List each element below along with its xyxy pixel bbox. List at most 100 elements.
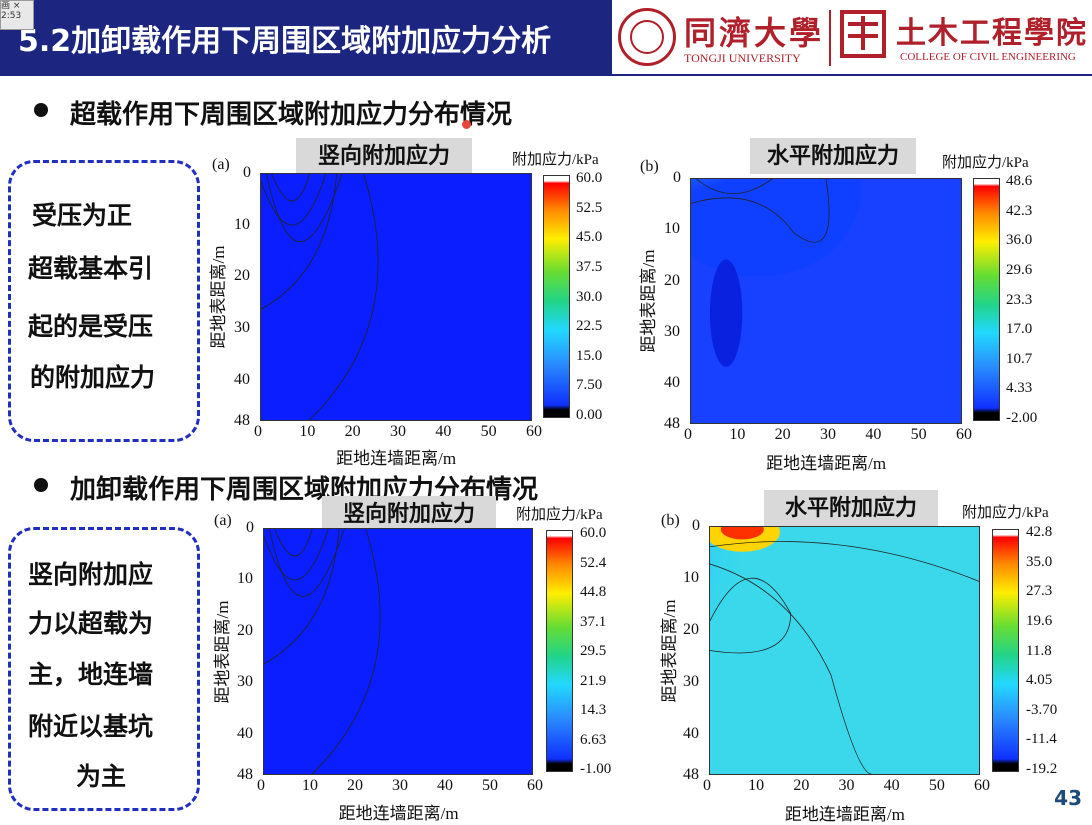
y-tick-label: 0: [243, 164, 251, 181]
y-axis-title: 距地表距离/m: [660, 599, 679, 702]
colorbar-tick-label: 27.3: [1026, 583, 1053, 600]
y-tick-label: 30: [237, 673, 253, 691]
y-tick-label: 0: [246, 519, 254, 536]
y-tick-label: 0: [673, 169, 681, 186]
y-tick-label: 20: [234, 267, 250, 285]
colorbar-unit: 附加应力/kPa: [962, 505, 1049, 521]
colorbar-tick-label: 42.8: [1026, 524, 1053, 540]
university-name-en: TONGJI UNIVERSITY: [684, 51, 801, 65]
x-tick-label: 20: [347, 777, 363, 794]
colorbar-tick-label: -11.4: [1026, 731, 1057, 748]
colorbar-tick-label: 4.05: [1026, 672, 1053, 689]
section1-note-box: [8, 160, 200, 442]
note-line: 起的是受压: [28, 312, 154, 341]
colorbar-tick-label: 30.0: [576, 288, 603, 305]
x-tick-label: 50: [910, 426, 927, 443]
colorbar-tick-label: 52.4: [580, 554, 607, 571]
colorbar-tick-label: 22.5: [576, 318, 603, 335]
y-tick-label: 20: [237, 621, 253, 639]
colorbar-tick-label: -19.2: [1026, 761, 1058, 777]
colorbar-tick-label: 48.6: [1006, 173, 1033, 189]
x-tick-label: 50: [482, 777, 498, 794]
x-tick-label: 30: [392, 777, 408, 794]
colorbar-tick-label: 23.3: [1006, 291, 1033, 308]
x-tick-label: 60: [527, 777, 543, 794]
college-logo-icon: [840, 10, 886, 58]
colorbar-tick-label: -2.00: [1006, 410, 1038, 426]
x-tick-label: 40: [435, 423, 452, 440]
x-tick-label: 30: [820, 426, 836, 443]
section2-note-box: [8, 527, 200, 811]
colorbar-tick-label: 7.50: [576, 377, 603, 394]
title-underline: [0, 74, 1092, 76]
laser-pointer-icon: [462, 120, 471, 129]
colorbar-tick-label: 60.0: [576, 170, 603, 186]
contour-field: [691, 179, 961, 423]
colorbar-tick-label: 44.8: [580, 584, 607, 600]
panel-label: 竖向附加应力: [322, 496, 496, 534]
colorbar-tick-label: 29.5: [580, 643, 607, 659]
x-tick-label: 0: [684, 426, 692, 443]
note-line: 超载基本引: [28, 254, 154, 283]
contour-field: [710, 527, 979, 774]
x-tick-label: 60: [974, 777, 990, 794]
y-tick-label: 0: [692, 517, 700, 534]
contour-field: [264, 529, 532, 774]
y-axis-title: 距地表距离/m: [213, 600, 232, 703]
note-line: 竖向附加应: [28, 560, 154, 589]
colorbar-tick-label: -3.70: [1026, 701, 1058, 718]
x-tick-label: 30: [390, 423, 406, 440]
x-tick-label: 50: [480, 423, 497, 440]
panel-letter: (a): [212, 156, 230, 173]
y-tick-label: 40: [237, 724, 253, 742]
x-tick-label: 10: [299, 423, 316, 440]
colorbar-tick-label: 52.5: [576, 199, 603, 216]
page-title: 5.2加卸载作用下周围区域附加应力分析: [18, 24, 552, 59]
colorbar-unit: 附加应力/kPa: [516, 507, 603, 523]
y-tick-label: 48: [237, 766, 253, 783]
contour-plot: [690, 178, 962, 424]
colorbar-tick-label: 37.5: [576, 258, 603, 275]
x-tick-label: 20: [344, 423, 361, 440]
note-line: 受压为正: [32, 201, 133, 230]
colorbar-tick-label: 45.0: [576, 229, 603, 246]
contour-plot: [709, 526, 980, 775]
x-tick-label: 10: [729, 426, 746, 443]
x-axis-title: 距地连墙距离/m: [766, 454, 887, 473]
colorbar-tick-label: 36.0: [1006, 232, 1033, 249]
x-tick-label: 0: [257, 777, 265, 794]
x-tick-label: 50: [928, 777, 945, 794]
colorbar-tick-label: 10.7: [1006, 350, 1033, 367]
colorbar: [973, 178, 1000, 421]
y-tick-label: 30: [234, 319, 250, 336]
section1-heading: 超载作用下周围区域附加应力分布情况: [70, 100, 513, 130]
colorbar-tick-label: 19.6: [1026, 612, 1053, 629]
colorbar-tick-label: 35.0: [1026, 553, 1053, 570]
colorbar-tick-label: 42.3: [1006, 202, 1033, 219]
bullet-icon: [34, 103, 48, 117]
note-line: 附近以基坑: [28, 712, 154, 741]
y-axis-title: 距地表距离/m: [639, 249, 658, 353]
college-name-en: COLLEGE OF CIVIL ENGINEERING: [900, 51, 1076, 63]
x-tick-label: 0: [254, 423, 262, 440]
y-tick-label: 48: [234, 412, 250, 429]
tab-thumbnail[interactable]: 画 × 2:53: [0, 0, 34, 30]
note-line: 力以超载为: [28, 609, 154, 638]
panel-letter: (b): [640, 158, 659, 175]
y-tick-label: 10: [237, 570, 253, 588]
panel-letter: (b): [661, 512, 680, 529]
y-tick-label: 48: [664, 415, 680, 432]
x-tick-label: 60: [526, 423, 542, 440]
logo-divider: [829, 10, 831, 66]
x-tick-label: 0: [703, 777, 711, 794]
y-tick-label: 30: [683, 672, 699, 690]
y-tick-label: 40: [683, 724, 699, 742]
colorbar-tick-label: -1.00: [580, 761, 612, 777]
panel-label: 水平附加应力: [750, 138, 916, 174]
panel-letter: (a): [214, 512, 232, 529]
university-seal-icon: [618, 8, 676, 66]
colorbar-tick-label: 21.9: [580, 672, 607, 689]
y-tick-label: 20: [664, 271, 680, 289]
bullet-icon: [34, 478, 48, 492]
university-name-cn: 同濟大學: [684, 14, 825, 52]
